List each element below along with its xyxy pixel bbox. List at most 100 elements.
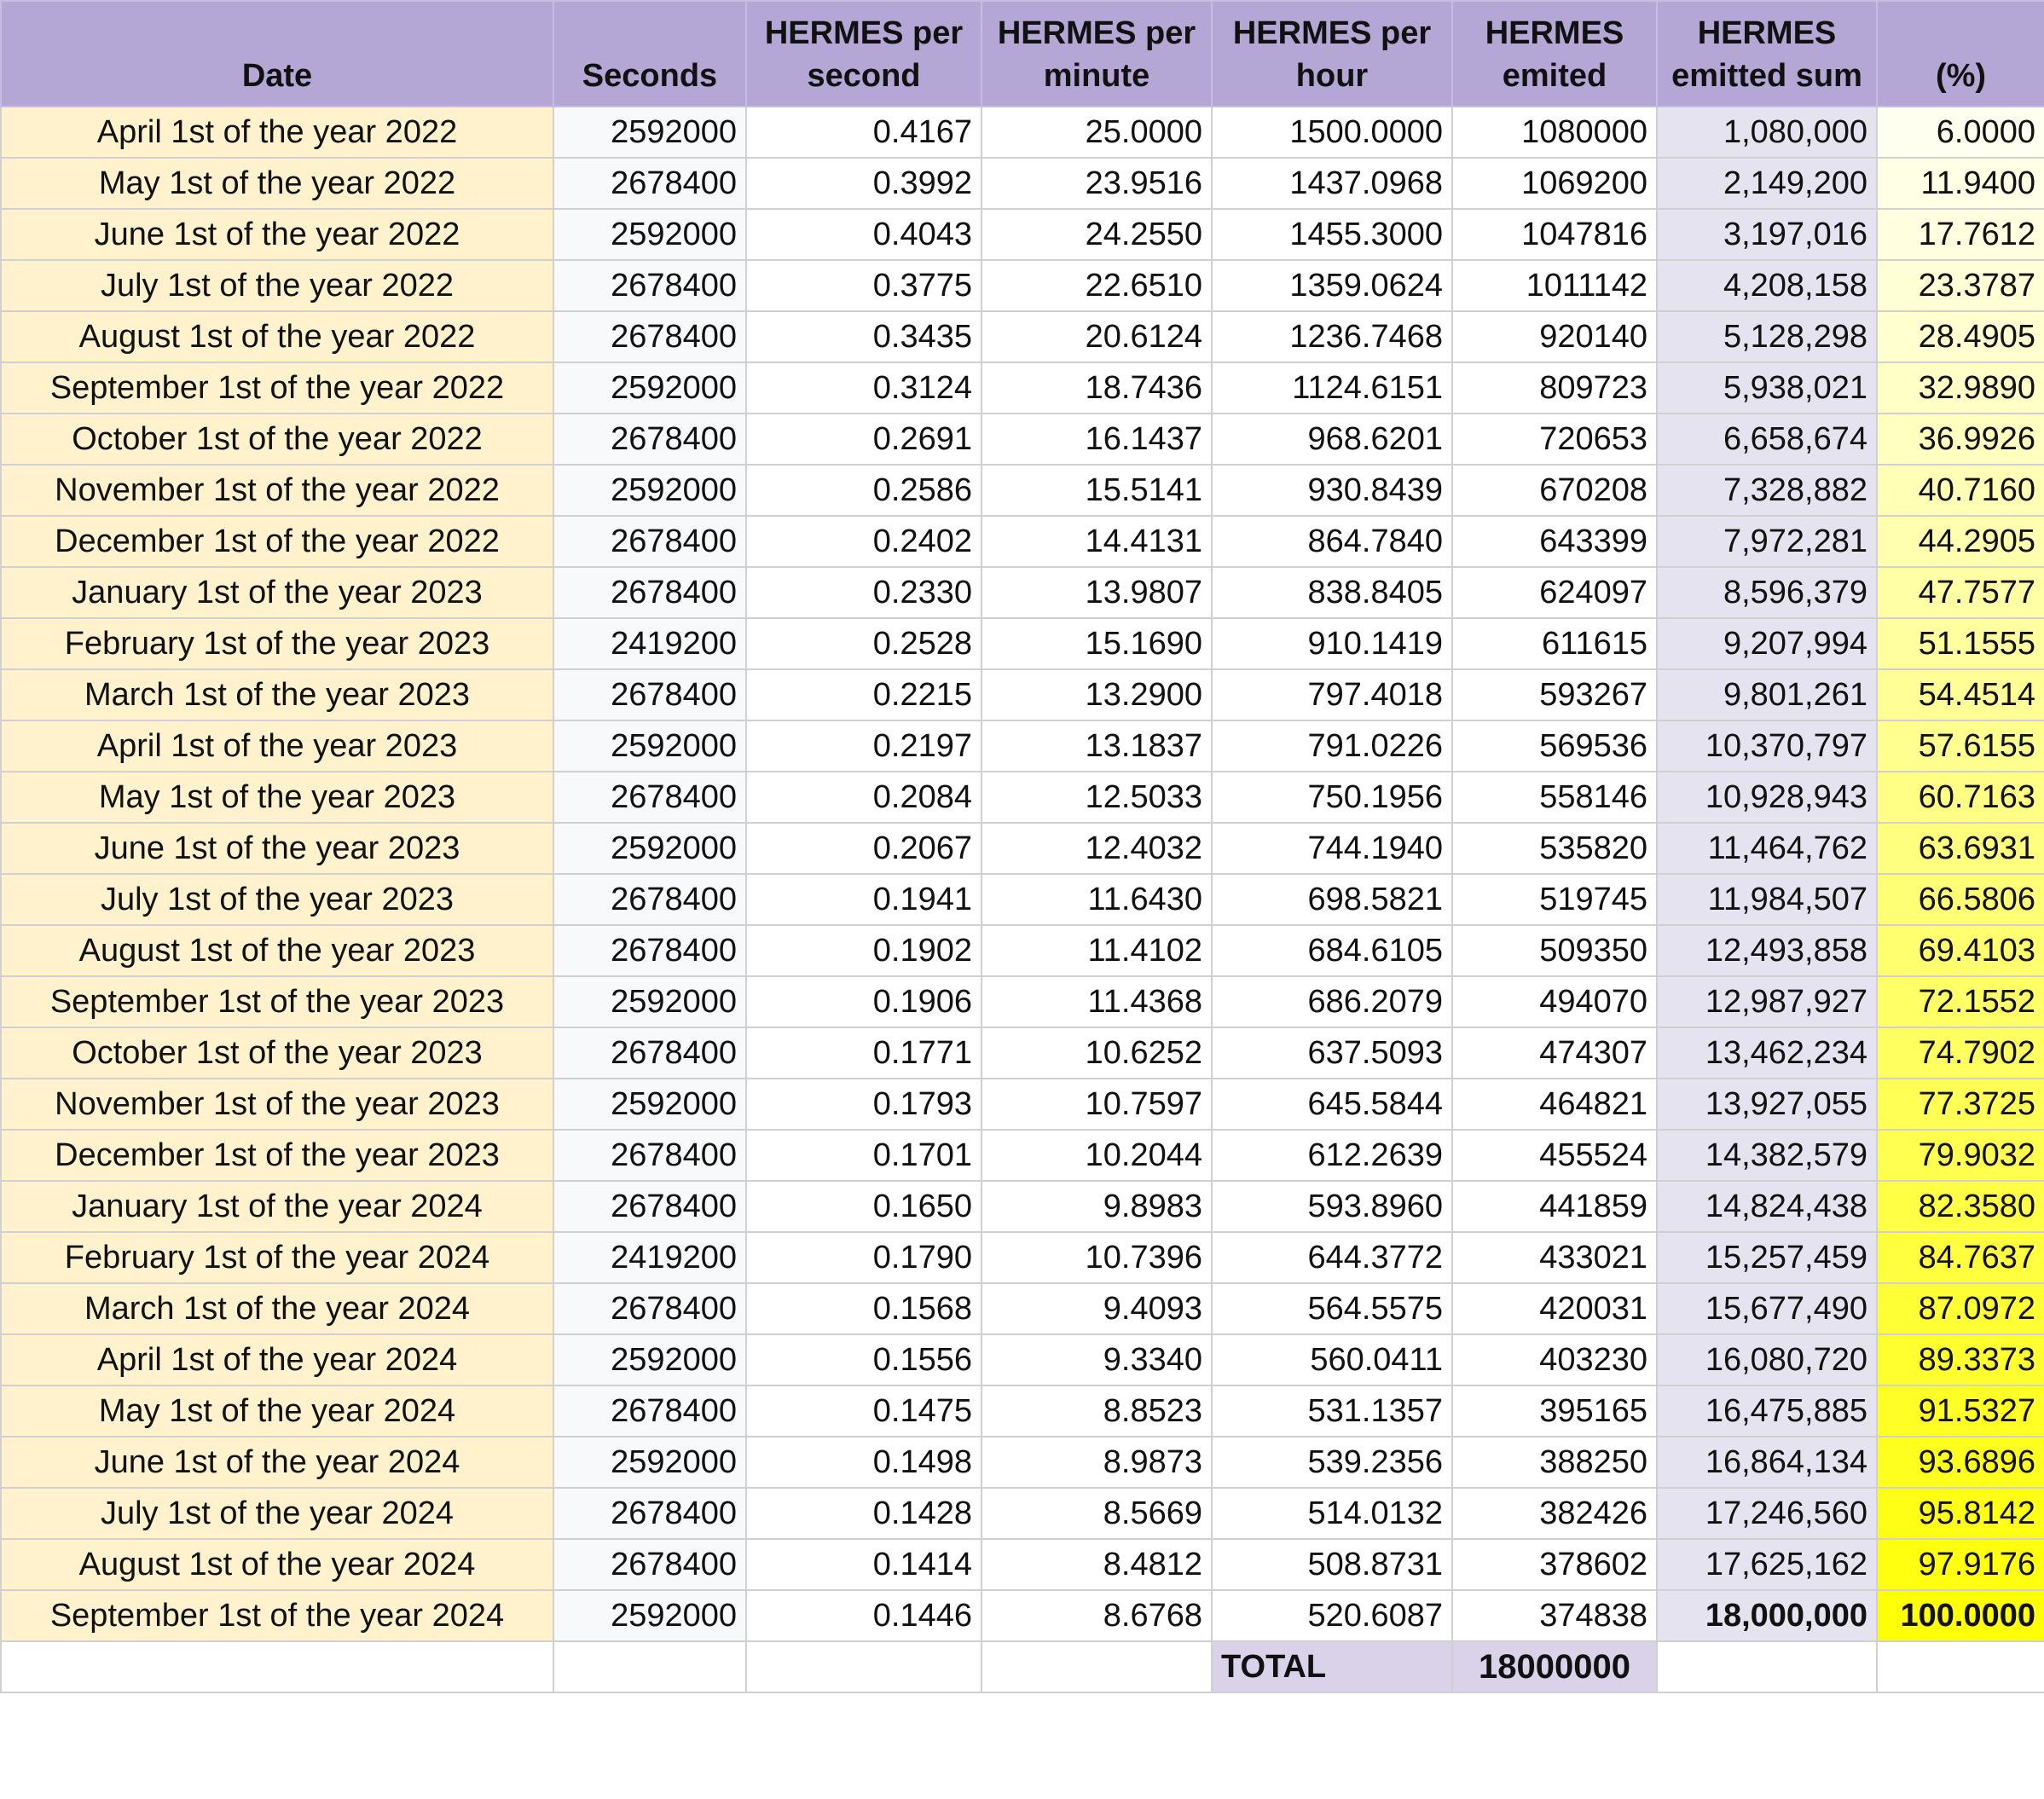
seconds-cell[interactable]: 2592000: [553, 1333, 747, 1386]
per-second-cell[interactable]: 0.1650: [745, 1180, 982, 1233]
emitted-sum-cell[interactable]: 16,080,720: [1656, 1333, 1878, 1386]
per-minute-cell[interactable]: 9.4093: [981, 1282, 1213, 1335]
percent-cell[interactable]: 95.8142: [1876, 1487, 2044, 1540]
percent-cell[interactable]: 91.5327: [1876, 1385, 2044, 1437]
seconds-cell[interactable]: 2592000: [553, 822, 747, 875]
per-minute-cell[interactable]: 12.5033: [981, 771, 1213, 824]
emitted-sum-cell[interactable]: 15,257,459: [1656, 1231, 1878, 1284]
date-cell[interactable]: September 1st of the year 2024: [0, 1589, 554, 1642]
total-label[interactable]: TOTAL: [1211, 1640, 1453, 1693]
seconds-cell[interactable]: 2419200: [553, 617, 747, 670]
per-second-cell[interactable]: 0.2084: [745, 771, 982, 824]
per-minute-cell[interactable]: 15.1690: [981, 617, 1213, 670]
header-per-hour[interactable]: HERMES per hour: [1211, 0, 1453, 107]
total-empty-cell[interactable]: [1656, 1640, 1878, 1693]
total-empty-cell[interactable]: [553, 1640, 747, 1693]
per-second-cell[interactable]: 0.1475: [745, 1385, 982, 1437]
seconds-cell[interactable]: 2592000: [553, 1078, 747, 1131]
total-empty-cell[interactable]: [981, 1640, 1213, 1693]
per-minute-cell[interactable]: 22.6510: [981, 259, 1213, 312]
seconds-cell[interactable]: 2592000: [553, 975, 747, 1028]
emitted-sum-cell[interactable]: 12,987,927: [1656, 975, 1878, 1028]
total-empty-cell[interactable]: [745, 1640, 982, 1693]
emitted-cell[interactable]: 395165: [1451, 1385, 1658, 1437]
emitted-cell[interactable]: 494070: [1451, 975, 1658, 1028]
per-hour-cell[interactable]: 864.7840: [1211, 515, 1453, 568]
emitted-sum-cell[interactable]: 11,464,762: [1656, 822, 1878, 875]
per-second-cell[interactable]: 0.1556: [745, 1333, 982, 1386]
emitted-sum-cell[interactable]: 14,382,579: [1656, 1129, 1878, 1182]
date-cell[interactable]: August 1st of the year 2022: [0, 310, 554, 363]
seconds-cell[interactable]: 2678400: [553, 259, 747, 312]
emitted-cell[interactable]: 382426: [1451, 1487, 1658, 1540]
per-second-cell[interactable]: 0.1701: [745, 1129, 982, 1182]
per-second-cell[interactable]: 0.1793: [745, 1078, 982, 1131]
per-hour-cell[interactable]: 968.6201: [1211, 413, 1453, 466]
seconds-cell[interactable]: 2678400: [553, 924, 747, 977]
date-cell[interactable]: December 1st of the year 2022: [0, 515, 554, 568]
per-hour-cell[interactable]: 797.4018: [1211, 668, 1453, 721]
percent-cell[interactable]: 97.9176: [1876, 1538, 2044, 1591]
percent-cell[interactable]: 77.3725: [1876, 1078, 2044, 1131]
per-hour-cell[interactable]: 910.1419: [1211, 617, 1453, 670]
per-second-cell[interactable]: 0.3124: [745, 362, 982, 414]
seconds-cell[interactable]: 2592000: [553, 362, 747, 414]
percent-cell[interactable]: 87.0972: [1876, 1282, 2044, 1335]
percent-cell[interactable]: 47.7577: [1876, 566, 2044, 619]
per-second-cell[interactable]: 0.3775: [745, 259, 982, 312]
date-cell[interactable]: April 1st of the year 2023: [0, 720, 554, 772]
percent-cell[interactable]: 66.5806: [1876, 873, 2044, 926]
emitted-cell[interactable]: 433021: [1451, 1231, 1658, 1284]
per-minute-cell[interactable]: 10.7597: [981, 1078, 1213, 1131]
seconds-cell[interactable]: 2678400: [553, 1538, 747, 1591]
per-minute-cell[interactable]: 11.6430: [981, 873, 1213, 926]
per-hour-cell[interactable]: 684.6105: [1211, 924, 1453, 977]
per-minute-cell[interactable]: 11.4368: [981, 975, 1213, 1028]
per-hour-cell[interactable]: 1500.0000: [1211, 106, 1453, 159]
emitted-sum-cell[interactable]: 3,197,016: [1656, 208, 1878, 261]
per-minute-cell[interactable]: 14.4131: [981, 515, 1213, 568]
percent-cell[interactable]: 69.4103: [1876, 924, 2044, 977]
header-percent[interactable]: (%): [1876, 0, 2044, 107]
emitted-sum-cell[interactable]: 8,596,379: [1656, 566, 1878, 619]
per-hour-cell[interactable]: 644.3772: [1211, 1231, 1453, 1284]
date-cell[interactable]: April 1st of the year 2022: [0, 106, 554, 159]
per-hour-cell[interactable]: 593.8960: [1211, 1180, 1453, 1233]
percent-cell[interactable]: 82.3580: [1876, 1180, 2044, 1233]
emitted-sum-cell[interactable]: 6,658,674: [1656, 413, 1878, 466]
per-hour-cell[interactable]: 686.2079: [1211, 975, 1453, 1028]
date-cell[interactable]: May 1st of the year 2022: [0, 157, 554, 210]
date-cell[interactable]: June 1st of the year 2023: [0, 822, 554, 875]
per-minute-cell[interactable]: 18.7436: [981, 362, 1213, 414]
emitted-sum-cell[interactable]: 9,801,261: [1656, 668, 1878, 721]
per-second-cell[interactable]: 0.3992: [745, 157, 982, 210]
date-cell[interactable]: July 1st of the year 2022: [0, 259, 554, 312]
date-cell[interactable]: May 1st of the year 2023: [0, 771, 554, 824]
emitted-cell[interactable]: 593267: [1451, 668, 1658, 721]
emitted-sum-cell[interactable]: 13,462,234: [1656, 1027, 1878, 1079]
emitted-cell[interactable]: 624097: [1451, 566, 1658, 619]
emitted-sum-cell[interactable]: 5,128,298: [1656, 310, 1878, 363]
per-minute-cell[interactable]: 10.7396: [981, 1231, 1213, 1284]
per-hour-cell[interactable]: 1455.3000: [1211, 208, 1453, 261]
emitted-sum-cell[interactable]: 16,475,885: [1656, 1385, 1878, 1437]
seconds-cell[interactable]: 2678400: [553, 1385, 747, 1437]
seconds-cell[interactable]: 2592000: [553, 1589, 747, 1642]
percent-cell[interactable]: 63.6931: [1876, 822, 2044, 875]
emitted-cell[interactable]: 455524: [1451, 1129, 1658, 1182]
header-per-minute[interactable]: HERMES per minute: [981, 0, 1213, 107]
date-cell[interactable]: March 1st of the year 2024: [0, 1282, 554, 1335]
emitted-cell[interactable]: 643399: [1451, 515, 1658, 568]
emitted-sum-cell[interactable]: 12,493,858: [1656, 924, 1878, 977]
per-hour-cell[interactable]: 750.1956: [1211, 771, 1453, 824]
emitted-sum-cell[interactable]: 18,000,000: [1656, 1589, 1878, 1642]
date-cell[interactable]: July 1st of the year 2023: [0, 873, 554, 926]
emitted-cell[interactable]: 720653: [1451, 413, 1658, 466]
per-second-cell[interactable]: 0.2402: [745, 515, 982, 568]
per-minute-cell[interactable]: 12.4032: [981, 822, 1213, 875]
emitted-cell[interactable]: 374838: [1451, 1589, 1658, 1642]
percent-cell[interactable]: 28.4905: [1876, 310, 2044, 363]
percent-cell[interactable]: 72.1552: [1876, 975, 2044, 1028]
per-hour-cell[interactable]: 612.2639: [1211, 1129, 1453, 1182]
emitted-cell[interactable]: 1080000: [1451, 106, 1658, 159]
